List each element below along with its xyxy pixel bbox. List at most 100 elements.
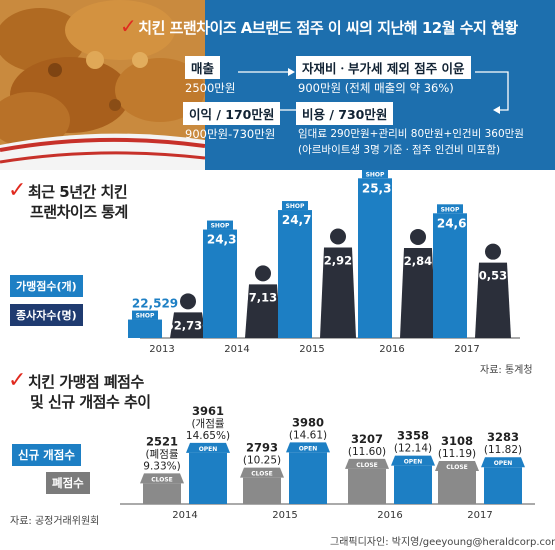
year-tick-label: 2016 <box>377 510 402 521</box>
open-shop-body <box>189 452 227 504</box>
open-value-label: (14.61) <box>289 429 327 441</box>
close-shop: CLOSE <box>240 467 284 504</box>
close-shop-awning <box>140 473 184 484</box>
cost-label: 비용 / 730만원 <box>296 102 394 125</box>
close-value-label: 2793 <box>246 441 278 455</box>
red-check-icon: ✓ <box>8 368 26 393</box>
close-value-label: 9.33%) <box>143 460 180 472</box>
red-check-icon: ✓ <box>120 14 137 38</box>
close-value-label: (11.60) <box>348 446 386 458</box>
worker-figure <box>400 247 436 338</box>
open-shop-awning <box>391 455 435 466</box>
year-tick-label: 2017 <box>467 510 492 521</box>
red-check-icon: ✓ <box>8 178 26 203</box>
graphic-credit: 그래픽디자인: 박지영/geeyoung@heraldcorp.com <box>330 537 555 548</box>
year-tick-label: 2016 <box>379 344 404 355</box>
sales-value: 2500만원 <box>185 81 236 95</box>
open-shop: OPEN <box>481 457 525 504</box>
shop-awning <box>132 310 158 320</box>
open-value-label: (11.82) <box>484 444 522 456</box>
store-value-label: 24,719 <box>282 213 328 227</box>
open-value-label: 14.65%) <box>186 430 230 442</box>
open-shop-body <box>484 467 522 504</box>
shop-awning <box>362 170 388 179</box>
close-value-label: (10.25) <box>243 455 281 467</box>
net-profit-label: 이익 / 170만원 <box>183 102 281 125</box>
worker-head <box>485 243 501 260</box>
store-bar <box>128 319 162 338</box>
store-value-label: 25,354 <box>362 181 408 195</box>
close-shop-body <box>348 468 386 504</box>
open-value-label: 3961 <box>192 404 224 418</box>
shop-awning <box>282 201 308 211</box>
legend-stores: 가맹점수(개) <box>10 275 83 297</box>
worker-head <box>410 228 426 245</box>
profit-value: 900만원 (전체 매출의 약 36%) <box>298 81 454 95</box>
close-shop: CLOSE <box>435 460 479 504</box>
worker-value-label: 62,926 <box>316 253 360 267</box>
sales-label: 매출 <box>185 56 221 79</box>
close-shop-awning <box>240 467 284 478</box>
shop-awning <box>437 204 463 214</box>
close-shop-sign: CLOSE <box>356 462 378 469</box>
legend-close: 폐점수 <box>46 472 90 494</box>
open-value-label: 3358 <box>397 429 429 443</box>
close-shop: CLOSE <box>345 458 389 504</box>
year-tick-label: 2015 <box>272 510 297 521</box>
cost-detail-1: 임대료 290만원+관리비 80만원+인건비 360만원 <box>298 128 524 140</box>
open-shop: OPEN <box>286 442 330 504</box>
open-shop-sign: OPEN <box>404 459 423 466</box>
open-value-label: (12.14) <box>394 443 432 455</box>
worker-value-label: 62,849 <box>396 254 440 268</box>
open-value-label: (개점률 <box>191 418 224 430</box>
open-shop-body <box>289 452 327 504</box>
close-shop-sign: CLOSE <box>251 471 273 478</box>
close-shop-awning <box>435 460 479 471</box>
worker-figure <box>245 284 281 338</box>
store-value-label: 22,529 <box>132 297 178 311</box>
year-tick-label: 2014 <box>172 510 197 521</box>
year-tick-label: 2015 <box>299 344 324 355</box>
store-bar <box>203 229 237 338</box>
close-shop-awning <box>345 458 389 469</box>
franchise-stats-chart: SHOP 22,529 52,736 2013 SHOP 24,329 57,131 2014… <box>128 170 520 355</box>
legend-open: 신규 개점수 <box>12 444 81 466</box>
worker-figure <box>170 312 206 338</box>
section2-source: 자료: 공정거래위원회 <box>10 516 100 527</box>
open-shop-sign: OPEN <box>299 445 318 452</box>
net-profit-formula: 900만원-730만원 <box>185 127 276 141</box>
section1-title: ✓ 최근 5년간 치킨 프랜차이즈 통계 <box>8 178 128 221</box>
open-shop-awning <box>286 442 330 453</box>
worker-figure <box>475 262 511 338</box>
close-shop-body <box>438 470 476 504</box>
open-shop-awning <box>186 442 230 453</box>
open-shop-sign: OPEN <box>199 446 218 453</box>
section1-source: 자료: 통계청 <box>480 365 533 376</box>
section2-title: ✓ 치킨 가맹점 폐점수 및 신규 개점수 추이 <box>8 368 151 411</box>
open-shop-awning <box>481 457 525 468</box>
close-value-label: 2521 <box>146 434 178 448</box>
close-value-label: 3108 <box>441 434 473 448</box>
worker-value-label: 57,131 <box>241 290 285 304</box>
close-shop-body <box>243 477 281 504</box>
shop-sign: SHOP <box>286 203 305 210</box>
store-bar <box>278 210 312 338</box>
close-value-label: (폐점률 <box>145 448 178 460</box>
store-bar <box>358 178 392 338</box>
year-tick-label: 2017 <box>454 344 479 355</box>
year-tick-label: 2014 <box>224 344 249 355</box>
worker-value-label: 60,536 <box>471 269 515 283</box>
open-shop: OPEN <box>186 442 230 504</box>
worker-head <box>330 228 346 245</box>
worker-figure <box>320 247 356 338</box>
open-value-label: 3283 <box>487 430 519 444</box>
profit-label: 자재비ㆍ부가세 제외 점주 이윤 <box>296 56 471 79</box>
close-value-label: 3207 <box>351 432 383 446</box>
shop-sign: SHOP <box>366 171 385 178</box>
fried-chicken-illustration <box>0 0 205 170</box>
worker-head <box>180 293 196 310</box>
store-bar <box>433 213 467 338</box>
close-shop: CLOSE <box>140 473 184 504</box>
year-tick-label: 2013 <box>149 344 174 355</box>
